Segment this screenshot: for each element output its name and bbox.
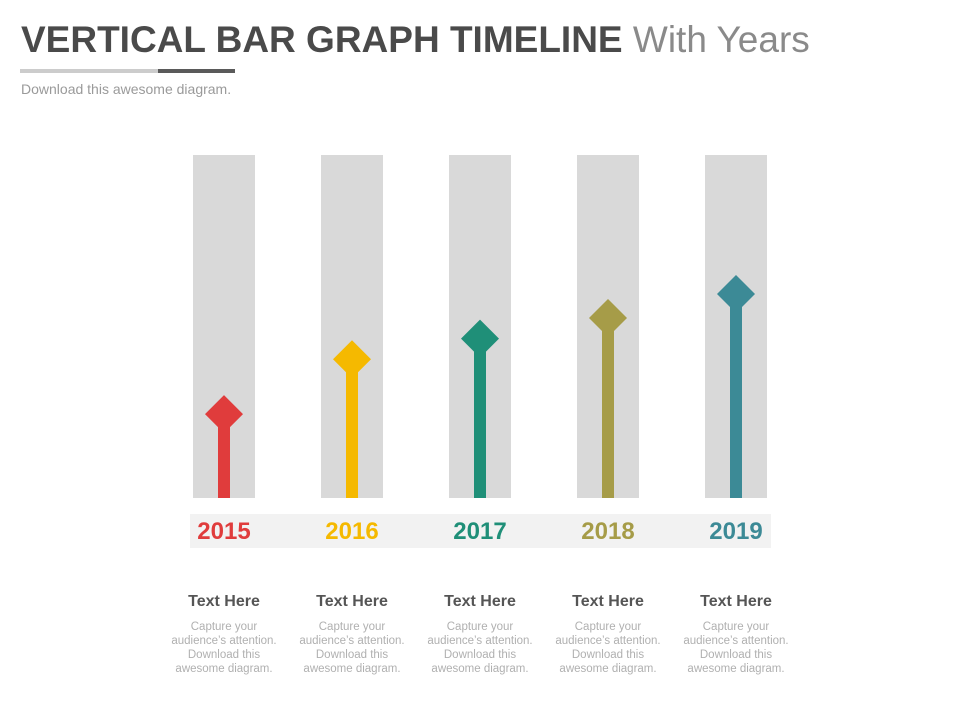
description-line: audience’s attention.: [683, 635, 789, 647]
description-line: Capture your: [574, 621, 642, 633]
description-block: Text Here Capture your audience’s attentio…: [159, 592, 289, 676]
bar-marker-2016: [333, 340, 371, 379]
description-line: awesome diagram.: [175, 663, 273, 675]
page-title: VERTICAL BAR GRAPH TIMELINE With Years: [21, 18, 810, 62]
year-label-band: [190, 514, 771, 548]
title-underline-light: [20, 69, 158, 73]
bar-marker-2018: [589, 299, 627, 338]
bar-2018: [602, 316, 614, 498]
bar-2019: [730, 292, 742, 498]
description-body: Capture your audience’s attention. Downloa…: [671, 620, 801, 676]
description-line: Capture your: [318, 621, 386, 633]
description-title: Text Here: [188, 593, 260, 610]
description-line: Capture your: [702, 621, 770, 633]
description-title: Text Here: [572, 593, 644, 610]
bar-marker-2015: [205, 395, 243, 434]
description-line: awesome diagram.: [431, 663, 529, 675]
description-line: audience’s attention.: [299, 635, 405, 647]
description-line: Capture your: [190, 621, 258, 633]
description-line: awesome diagram.: [559, 663, 657, 675]
description-block: Text Here Capture your audience’s attentio…: [287, 592, 417, 676]
description-line: Download this: [315, 649, 389, 661]
description-line: Download this: [699, 649, 773, 661]
description-body: Capture your audience’s attention. Downloa…: [287, 620, 417, 676]
description-line: awesome diagram.: [303, 663, 401, 675]
year-label-2017: 2017: [453, 518, 506, 545]
description-body: Capture your audience’s attention. Downloa…: [543, 620, 673, 676]
title-underline-dark: [158, 69, 235, 73]
bar-2015: [218, 412, 230, 498]
bar-2016: [346, 357, 358, 498]
year-label-2016: 2016: [325, 518, 378, 545]
description-line: audience’s attention.: [427, 635, 533, 647]
description-line: audience’s attention.: [555, 635, 661, 647]
description-title: Text Here: [444, 593, 516, 610]
description-block: Text Here Capture your audience’s attentio…: [415, 592, 545, 676]
description-block: Text Here Capture your audience’s attentio…: [671, 592, 801, 676]
description-line: awesome diagram.: [687, 663, 785, 675]
page-subtitle: Download this awesome diagram.: [21, 81, 232, 97]
bar-marker-2017: [461, 319, 499, 358]
year-label-2015: 2015: [197, 518, 250, 545]
description-title: Text Here: [316, 593, 388, 610]
year-label-2019: 2019: [709, 518, 762, 545]
description-line: Download this: [571, 649, 645, 661]
title-light: With Years: [632, 19, 810, 60]
description-line: Download this: [443, 649, 517, 661]
bar-2017: [474, 336, 486, 498]
year-label-2018: 2018: [581, 518, 634, 545]
title-bold: VERTICAL BAR GRAPH TIMELINE: [21, 19, 623, 60]
description-body: Capture your audience’s attention. Downloa…: [415, 620, 545, 676]
description-line: audience’s attention.: [171, 635, 277, 647]
description-title: Text Here: [700, 593, 772, 610]
bar-marker-2019: [717, 275, 755, 314]
description-line: Capture your: [446, 621, 514, 633]
description-line: Download this: [187, 649, 261, 661]
description-block: Text Here Capture your audience’s attentio…: [543, 592, 673, 676]
description-body: Capture your audience’s attention. Downloa…: [159, 620, 289, 676]
